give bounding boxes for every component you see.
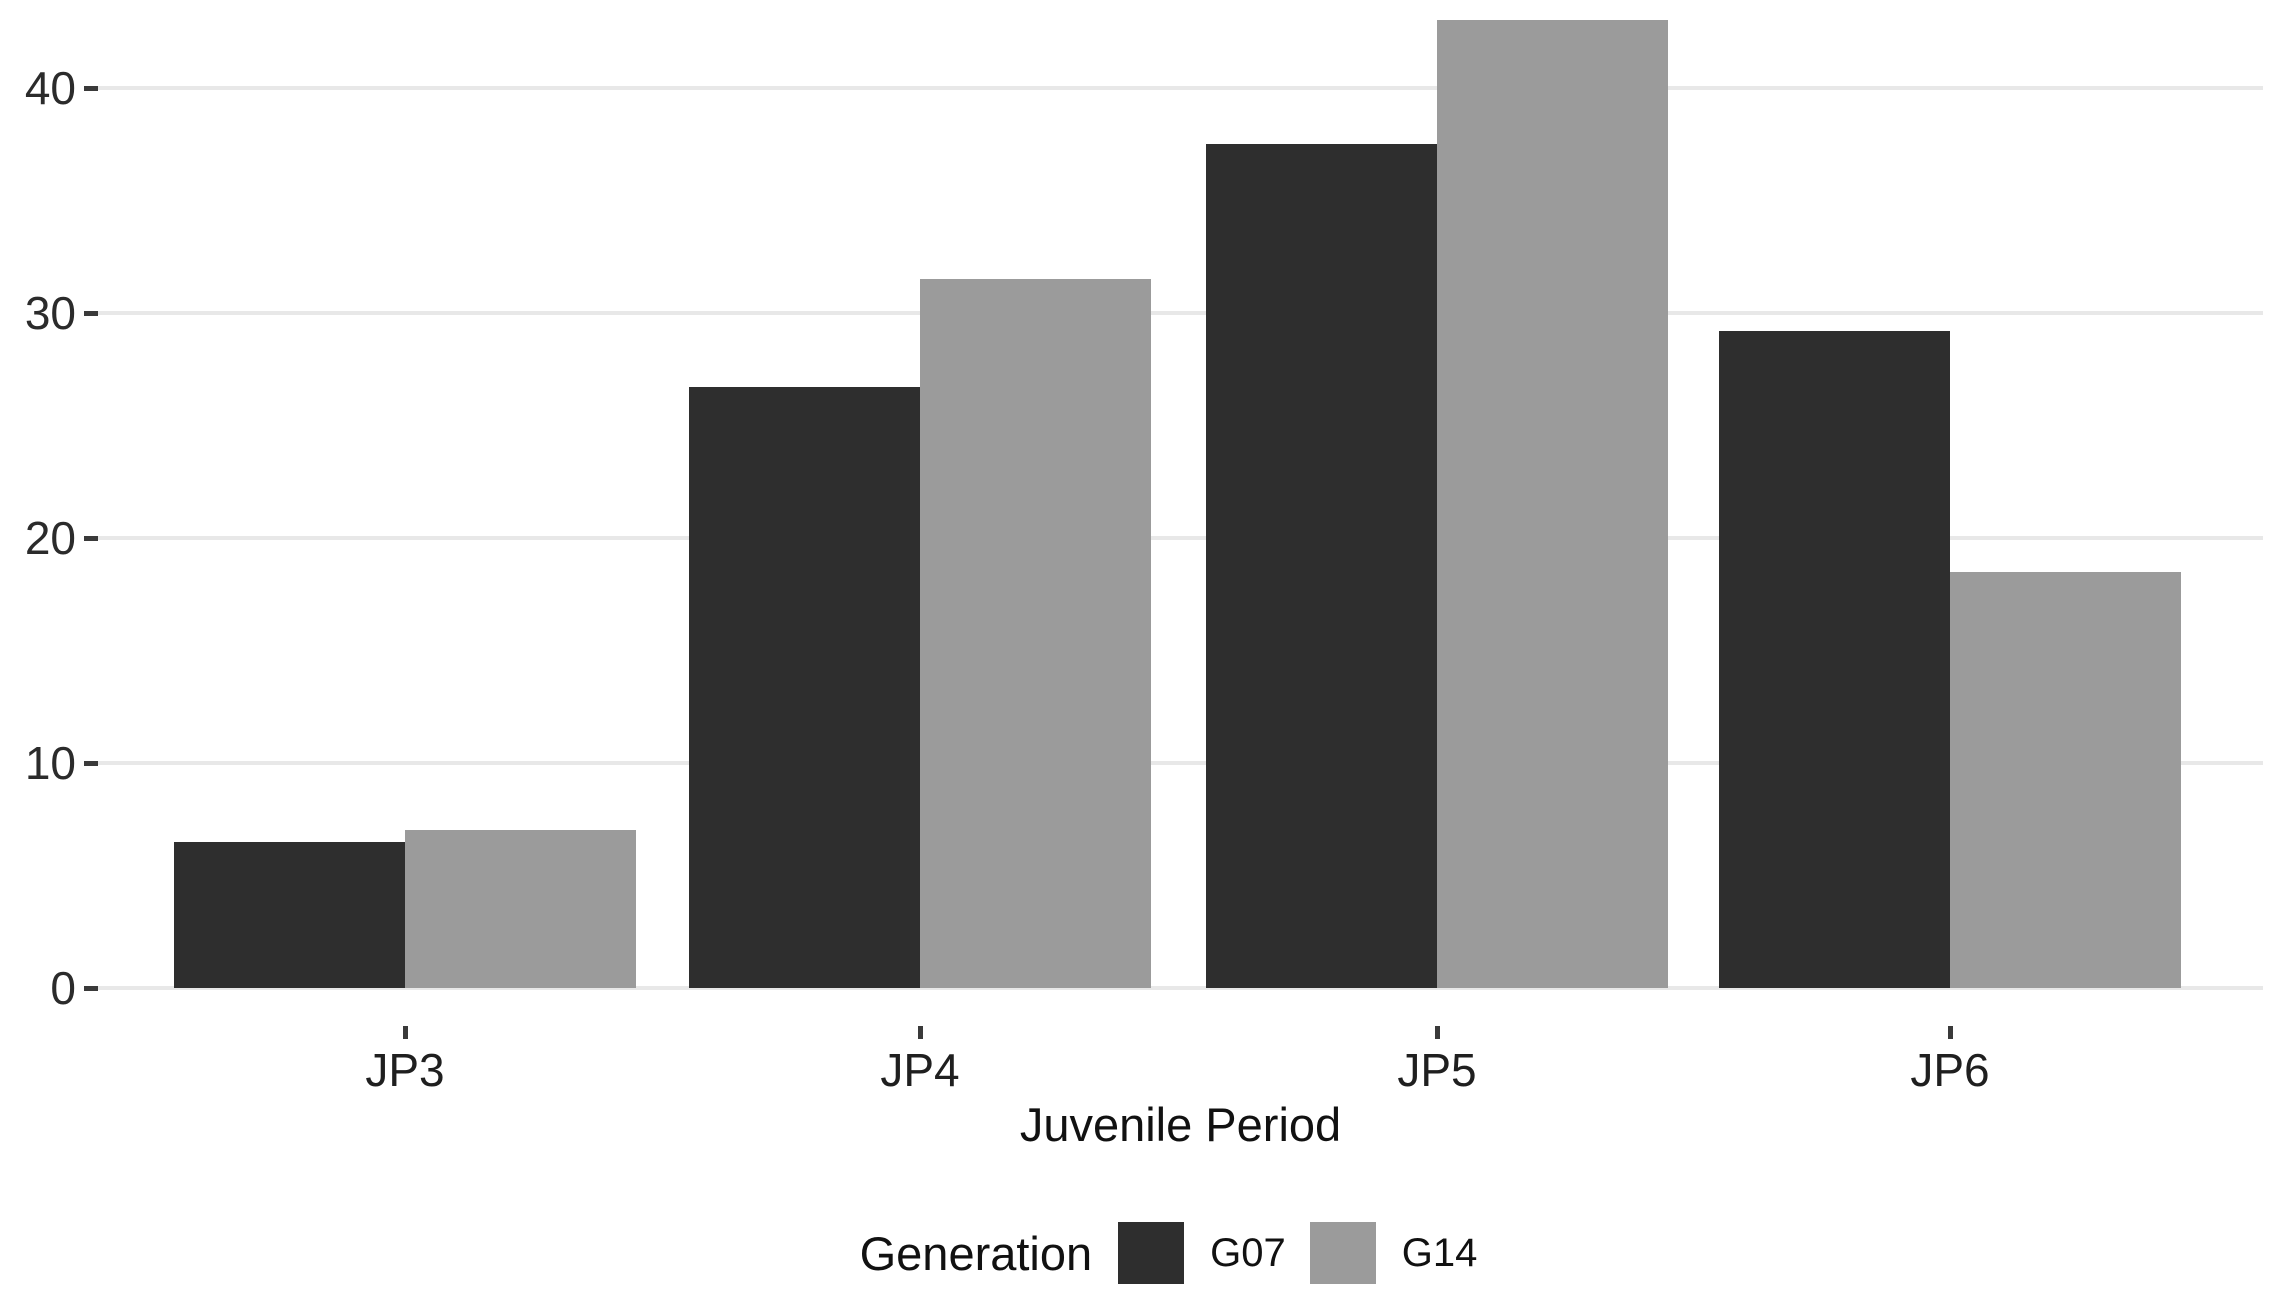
- y-tick-mark-20: [84, 536, 98, 541]
- x-tick-label-jp3: JP3: [365, 1044, 445, 1096]
- y-tick-label-0: 0: [50, 962, 76, 1014]
- gridline-0: [98, 986, 2263, 990]
- x-tick-mark-jp5: [1435, 1026, 1440, 1039]
- y-tick-mark-30: [84, 311, 98, 316]
- bar-jp3-g14: [405, 830, 636, 988]
- x-tick-mark-jp4: [918, 1026, 923, 1039]
- legend-item-g07: G07: [1118, 1222, 1286, 1284]
- x-tick-label-jp5: JP5: [1397, 1044, 1477, 1096]
- bar-jp4-g07: [689, 387, 920, 988]
- y-tick-label-40: 40: [24, 62, 76, 114]
- legend-swatch-g07: [1118, 1222, 1185, 1284]
- y-tick-mark-0: [84, 986, 98, 991]
- y-tick-mark-10: [84, 761, 98, 766]
- y-tick-label-10: 10: [24, 737, 76, 789]
- bar-jp6-g07: [1719, 331, 1950, 988]
- y-tick-mark-40: [84, 86, 98, 91]
- gridline-40: [98, 86, 2263, 90]
- x-axis-title: Juvenile Period: [1019, 1098, 1342, 1151]
- legend-label-g07: G07: [1210, 1230, 1286, 1275]
- x-tick-mark-jp3: [403, 1026, 408, 1039]
- legend-swatch-g14: [1309, 1222, 1376, 1284]
- x-tick-mark-jp6: [1948, 1026, 1953, 1039]
- legend: Generation G07 G14: [98, 1222, 2263, 1284]
- bar-jp5-g14: [1437, 20, 1668, 988]
- x-tick-label-jp4: JP4: [880, 1044, 960, 1096]
- legend-item-g14: G14: [1309, 1222, 1478, 1284]
- bar-jp4-g14: [920, 279, 1151, 988]
- legend-label-g14: G14: [1401, 1230, 1478, 1275]
- gridline-20: [98, 536, 2263, 540]
- legend-title: Generation: [859, 1226, 1093, 1280]
- y-tick-label-30: 30: [24, 287, 76, 339]
- gridline-10: [98, 761, 2263, 765]
- y-tick-label-20: 20: [24, 512, 76, 564]
- gridline-30: [98, 311, 2263, 315]
- x-tick-label-jp6: JP6: [1910, 1044, 1990, 1096]
- bar-jp5-g07: [1206, 144, 1437, 988]
- bar-jp3-g07: [174, 842, 405, 988]
- bar-jp6-g14: [1950, 572, 2181, 988]
